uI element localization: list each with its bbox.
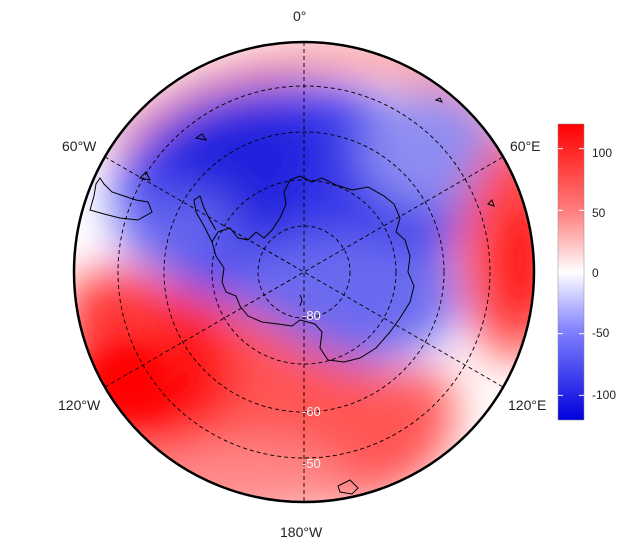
lon-label-top: 0°: [293, 8, 307, 24]
colorbar-tick-label: -100: [592, 388, 617, 402]
colorbar-tick-label: 50: [592, 206, 606, 220]
lon-label-bottom: 180°W: [280, 524, 323, 540]
anomaly-field: [74, 42, 534, 502]
lat-label-80: -80: [302, 308, 321, 323]
lon-label-upper-right: 60°E: [510, 138, 541, 154]
colorbar-tick-label: 100: [592, 146, 613, 160]
lon-label-lower-right: 120°E: [508, 397, 547, 413]
colorbar-tick-label: 0: [592, 266, 599, 280]
graticule: [104, 42, 504, 502]
lon-label-upper-left: 60°W: [62, 138, 97, 154]
coastline: [89, 97, 495, 495]
lat-label-50: -50: [302, 456, 321, 471]
lat-label-60: -60: [302, 404, 321, 419]
colorbar-ticks: [558, 148, 584, 396]
lon-label-lower-left: 120°W: [58, 397, 101, 413]
colorbar-tick-label: -50: [592, 326, 610, 340]
map-frame: [72, 40, 536, 504]
